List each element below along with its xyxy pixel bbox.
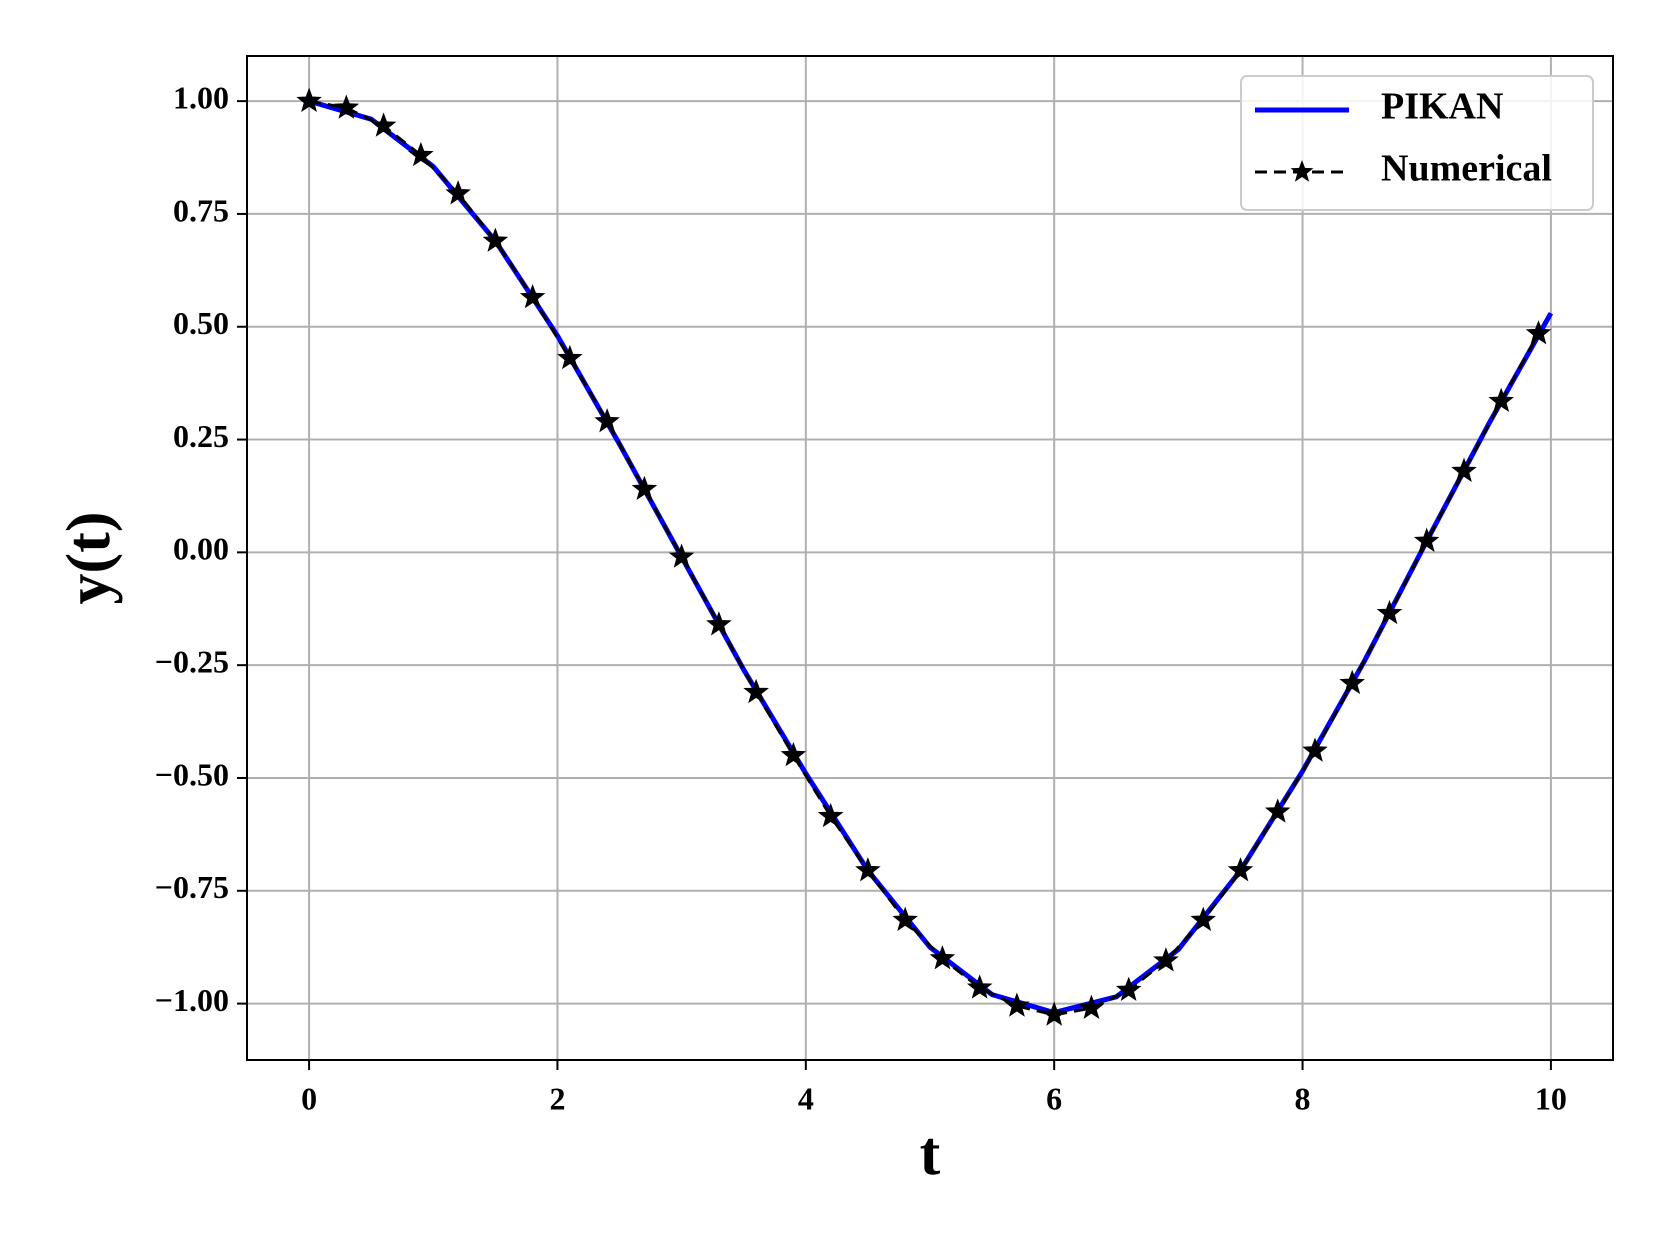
plot-frame <box>246 55 1614 1061</box>
legend-label: Numerical <box>1381 148 1552 190</box>
marker <box>966 974 993 999</box>
marker <box>445 180 471 205</box>
marker <box>594 408 620 433</box>
y-tick-label: 0.25 <box>173 418 229 454</box>
marker <box>706 611 732 636</box>
marker <box>1488 387 1514 413</box>
x-tick-label: 6 <box>1046 1080 1062 1116</box>
y-tick-label: 0.00 <box>173 531 229 567</box>
marker <box>1339 669 1365 695</box>
marker <box>855 857 881 882</box>
y-tick-label: 0.50 <box>173 305 229 341</box>
x-tick-label: 2 <box>549 1080 565 1116</box>
y-tick-label: 1.00 <box>173 79 229 115</box>
y-tick-label: −0.50 <box>155 756 229 792</box>
legend-marker <box>1290 160 1314 182</box>
marker <box>1413 527 1440 552</box>
y-tick-label: −0.75 <box>155 869 229 905</box>
marker <box>817 802 844 828</box>
x-tick-label: 8 <box>1295 1080 1311 1116</box>
marker <box>1190 906 1216 931</box>
legend-label: PIKAN <box>1381 86 1503 128</box>
x-tick-label: 10 <box>1535 1080 1567 1116</box>
marker <box>1264 798 1291 823</box>
marker <box>1227 857 1254 882</box>
marker <box>1376 599 1403 625</box>
marker <box>333 94 360 119</box>
marker <box>1115 976 1142 1001</box>
marker <box>929 945 956 970</box>
marker <box>519 283 546 309</box>
series-line <box>308 99 1540 1017</box>
legend: PIKAN Numerical <box>1240 75 1594 211</box>
marker <box>892 906 918 931</box>
marker <box>296 87 322 112</box>
marker <box>1004 992 1030 1017</box>
marker <box>1078 994 1105 1019</box>
marker <box>1451 457 1477 482</box>
y-axis-label: y(t) <box>55 512 123 605</box>
y-tick-label: −1.00 <box>155 982 229 1018</box>
marker <box>743 678 769 704</box>
marker <box>668 543 695 568</box>
marker <box>557 344 583 370</box>
marker <box>780 741 807 767</box>
marker <box>370 112 397 137</box>
marker <box>1041 1001 1067 1026</box>
marker <box>408 141 434 167</box>
x-axis-label: t <box>920 1120 941 1188</box>
marker <box>1525 320 1552 345</box>
marker <box>1302 737 1328 762</box>
x-tick-label: 0 <box>301 1080 317 1116</box>
marker <box>631 475 658 501</box>
x-tick-label: 4 <box>798 1080 814 1116</box>
marker <box>482 227 509 252</box>
y-tick-label: 0.75 <box>173 192 229 228</box>
marker <box>1153 947 1179 972</box>
y-tick-label: −0.25 <box>155 644 229 680</box>
